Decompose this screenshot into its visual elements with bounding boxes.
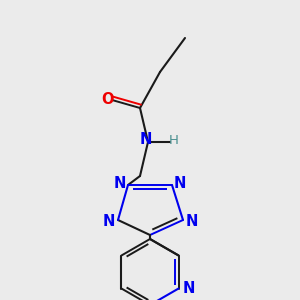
Text: N: N — [186, 214, 198, 229]
Text: H: H — [169, 134, 179, 146]
Text: N: N — [182, 281, 195, 296]
Text: N: N — [140, 133, 152, 148]
Text: N: N — [103, 214, 115, 229]
Text: O: O — [101, 92, 113, 107]
Text: N: N — [174, 176, 186, 190]
Text: N: N — [114, 176, 126, 190]
